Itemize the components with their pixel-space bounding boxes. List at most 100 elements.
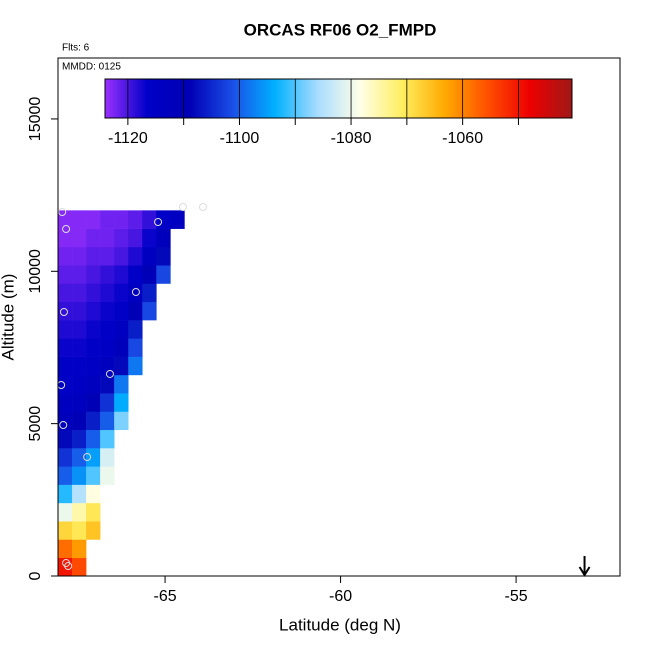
observation-point	[105, 369, 114, 378]
observation-point	[131, 288, 140, 297]
heat-cell	[86, 228, 101, 248]
heat-cell	[114, 228, 129, 248]
heat-cell	[114, 301, 129, 321]
heat-cell	[72, 301, 87, 321]
heat-cell	[114, 338, 129, 357]
heat-cell	[114, 374, 129, 394]
heat-cell	[58, 356, 73, 376]
heat-cell	[72, 228, 87, 248]
heat-cell	[114, 246, 129, 266]
x-tick-label: -60	[329, 588, 352, 605]
heat-cell	[86, 320, 101, 339]
heat-cell	[114, 210, 129, 229]
heat-cell	[142, 283, 157, 303]
heat-cell	[58, 502, 73, 522]
observation-point	[59, 420, 68, 429]
heat-cell	[100, 374, 115, 394]
heat-cell	[100, 320, 115, 339]
heat-cell	[72, 484, 87, 504]
heat-cell	[72, 502, 87, 522]
heat-cell	[114, 356, 129, 376]
heat-cell	[100, 411, 115, 431]
heat-cell	[86, 411, 101, 431]
y-tick-label: 15000	[27, 97, 44, 142]
heat-cell	[100, 210, 115, 229]
colorbar-tick-label: -1120	[108, 130, 148, 147]
heat-cell	[114, 283, 129, 303]
heat-cell	[72, 429, 87, 449]
heat-cell	[114, 393, 129, 412]
observation-point	[154, 217, 163, 226]
colorbar-tick-label: -1060	[442, 130, 483, 147]
heat-cell	[58, 393, 73, 412]
heat-cell	[100, 466, 115, 485]
heat-cell	[72, 246, 87, 266]
heat-cell	[72, 356, 87, 376]
heat-cell	[156, 210, 171, 229]
heat-cell	[100, 283, 115, 303]
heat-cell	[72, 539, 87, 559]
heat-cell	[72, 374, 87, 394]
heat-cell	[100, 246, 115, 266]
heat-cell	[128, 210, 143, 229]
heat-cell	[72, 521, 87, 540]
heat-cell	[142, 301, 157, 321]
heat-cell	[86, 393, 101, 412]
heat-cell	[86, 246, 101, 266]
arrow-head	[578, 566, 591, 577]
heat-cell	[72, 393, 87, 412]
heat-cell	[58, 539, 73, 559]
annotation: MMDD: 0125	[62, 62, 121, 73]
heat-cell	[58, 265, 73, 284]
heat-cell	[128, 301, 143, 321]
heat-cell	[72, 448, 87, 467]
heat-cell	[156, 228, 171, 248]
heat-cell	[156, 265, 171, 284]
heat-cell	[100, 429, 115, 449]
observation-point	[64, 562, 73, 571]
observation-point	[59, 308, 68, 317]
observation-point	[83, 453, 92, 462]
heat-cell	[86, 429, 101, 449]
heat-cell	[72, 210, 87, 229]
heat-cell	[58, 484, 73, 504]
x-tick-label: -55	[505, 588, 528, 605]
heat-cell	[72, 265, 87, 284]
heat-cell	[86, 356, 101, 376]
heat-cell	[170, 210, 185, 229]
heat-cell	[86, 210, 101, 229]
heat-cell	[86, 283, 101, 303]
subtitle: Flts: 6	[62, 43, 90, 54]
heat-cell	[114, 411, 129, 431]
heat-cell	[72, 557, 87, 577]
heat-cell	[128, 320, 143, 339]
heat-cell	[100, 393, 115, 412]
heat-cell	[100, 448, 115, 467]
colorbar-tick-label: -1100	[220, 130, 260, 147]
heat-cell	[58, 411, 73, 431]
heat-cell	[86, 301, 101, 321]
heat-cell	[86, 521, 101, 540]
heat-cell	[128, 338, 143, 357]
heat-cell	[100, 228, 115, 248]
observation-point	[198, 203, 207, 212]
colorbar	[104, 78, 573, 119]
heat-cell	[86, 466, 101, 485]
heat-cell	[128, 265, 143, 284]
heat-cell	[58, 338, 73, 357]
y-tick-label: 10000	[27, 249, 44, 294]
heat-cell	[100, 265, 115, 284]
heat-cell	[58, 228, 73, 248]
heat-cell	[58, 429, 73, 449]
heat-cell	[100, 338, 115, 357]
heat-cell	[58, 301, 73, 321]
heat-cell	[156, 246, 171, 266]
heat-cell	[86, 448, 101, 467]
heat-cell	[142, 246, 157, 266]
heat-cell	[86, 502, 101, 522]
observation-point	[62, 225, 71, 234]
heat-cell	[58, 374, 73, 394]
heat-cell	[72, 283, 87, 303]
heat-cell	[58, 448, 73, 467]
